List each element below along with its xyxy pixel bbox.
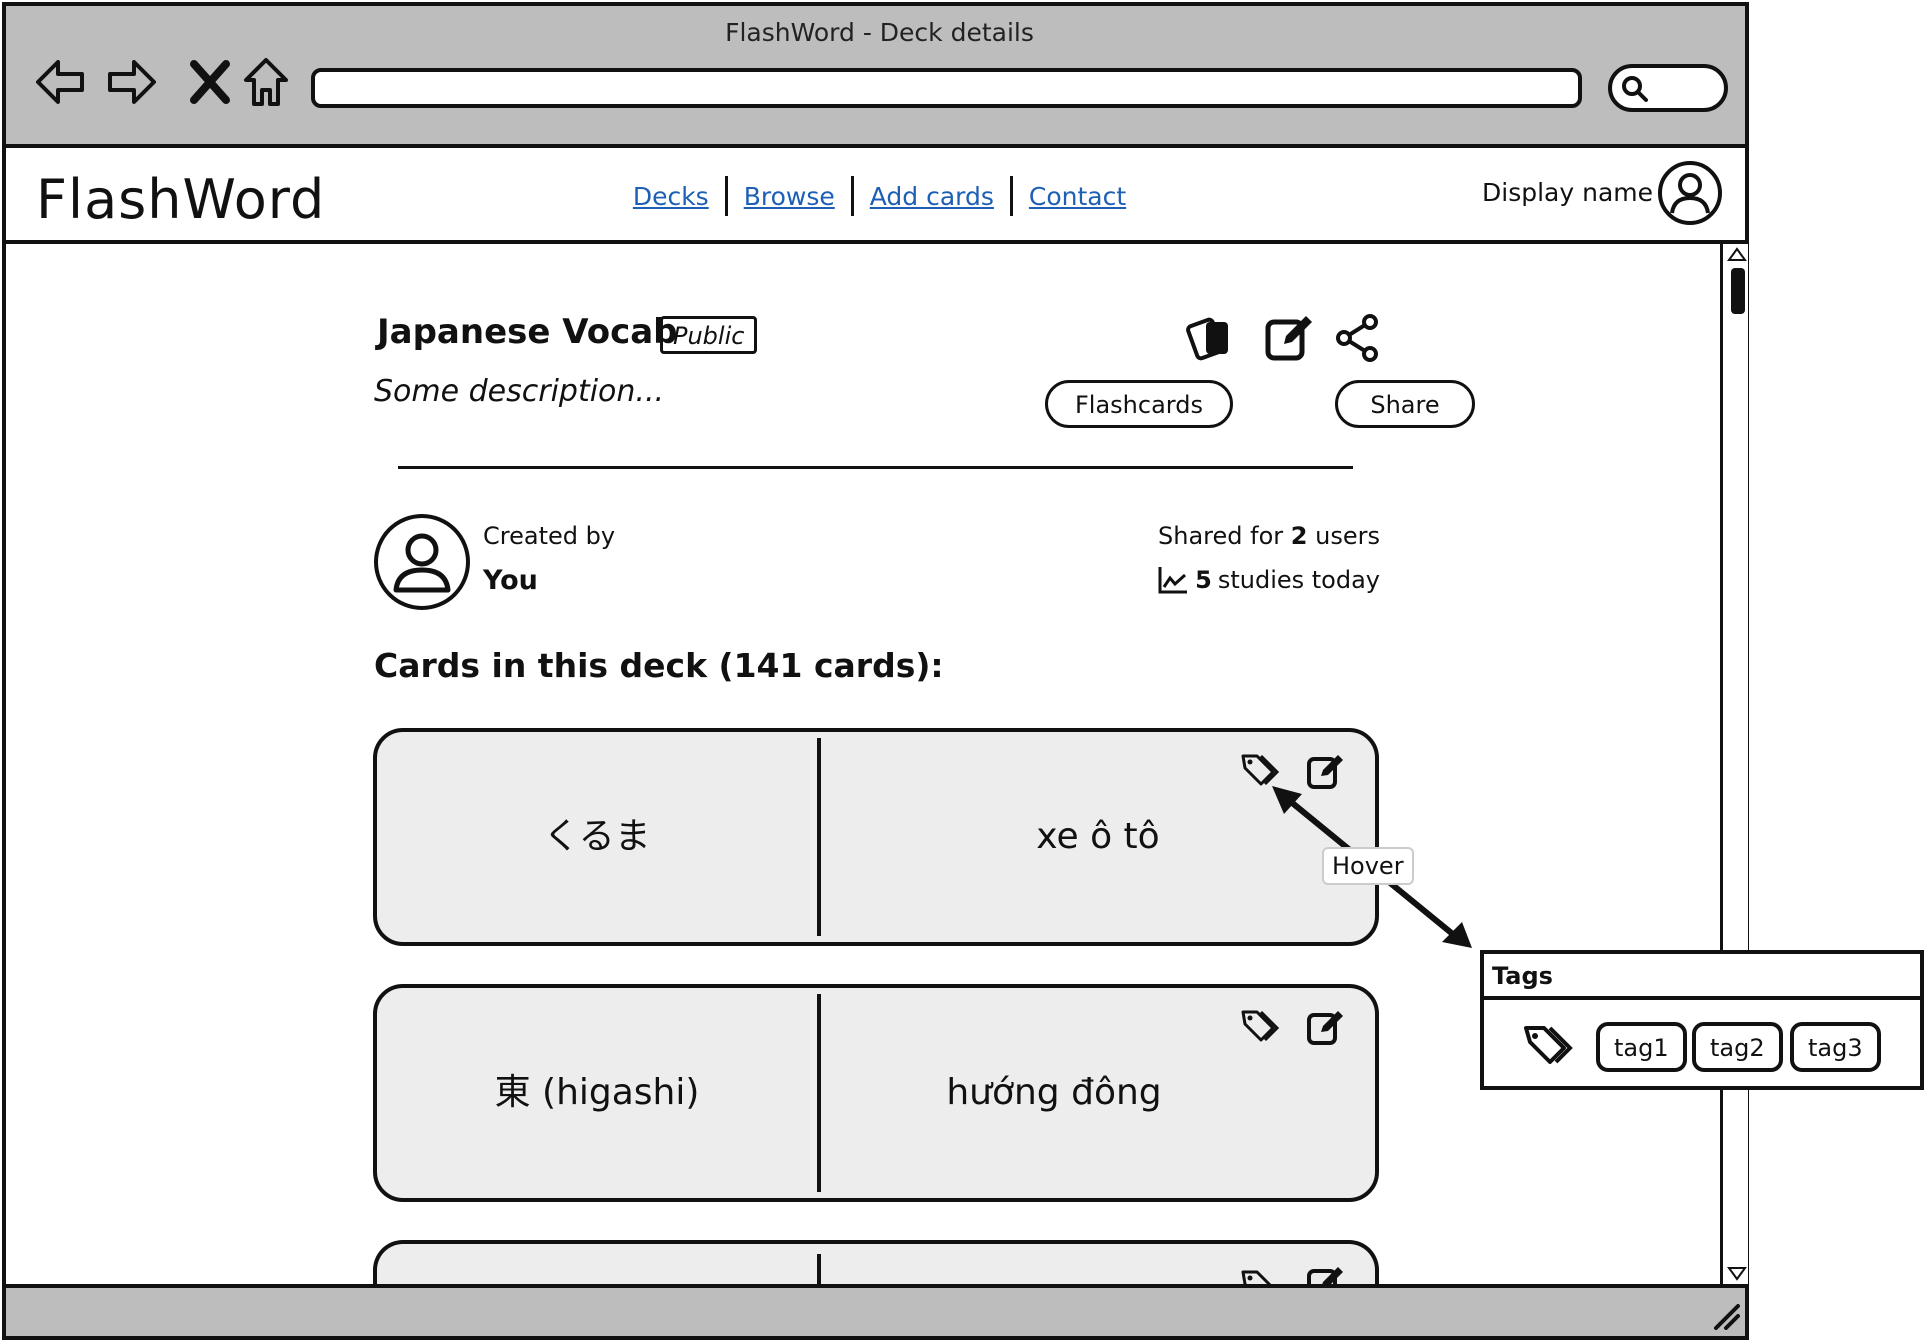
forward-arrow-icon[interactable] [104,54,160,110]
main-nav: Decks Browse Add cards Contact [6,176,1753,216]
browser-search-box[interactable] [1608,64,1728,112]
logo[interactable]: FlashWord [36,168,326,231]
user-icon[interactable] [1657,160,1723,226]
card-item[interactable] [373,1240,1379,1286]
share-icon[interactable] [1330,310,1386,366]
flashcards-tooltip: Flashcards [1045,380,1233,428]
app-header: FlashWord Decks Browse Add cards Contact… [2,144,1749,244]
nav-separator [850,176,854,216]
hover-annotation-label: Hover [1322,847,1414,885]
resize-grip-icon[interactable] [1712,1302,1742,1330]
tags-popup: Tags tag1 tag2 tag3 [1480,950,1924,1090]
edit-icon[interactable] [1305,750,1347,792]
created-by-name: You [483,565,538,596]
card-divider [817,738,821,936]
window-title: FlashWord - Deck details [725,18,1034,47]
card-divider [817,994,821,1192]
tag-icon[interactable] [1239,1006,1281,1048]
edit-icon[interactable] [1262,310,1318,366]
card-front: 東 (higashi) [494,1072,700,1113]
nav-separator [1009,176,1013,216]
edit-icon[interactable] [1305,1006,1347,1048]
search-icon [1622,76,1648,102]
shared-count: 2 [1290,522,1308,550]
tag-pill[interactable]: tag3 [1790,1022,1881,1072]
card-back: xe ô tô [1036,816,1160,857]
tag-icon[interactable] [1239,1266,1281,1286]
back-arrow-icon[interactable] [32,54,88,110]
scroll-thumb[interactable] [1731,268,1745,314]
shared-info: Shared for 2 users [1000,522,1380,550]
scroll-up-icon[interactable] [1727,246,1747,262]
nav-separator [724,176,728,216]
user-icon [374,514,470,610]
section-divider [398,466,1353,469]
scroll-down-icon[interactable] [1727,1266,1747,1282]
display-name[interactable]: Display name [1482,178,1653,207]
card-item[interactable]: 東 (higashi) hướng đông [373,984,1379,1202]
nav-link-browse[interactable]: Browse [743,181,835,211]
created-by-label: Created by [483,522,616,550]
vertical-scrollbar[interactable] [1720,244,1748,1286]
tag-pill[interactable]: tag2 [1692,1022,1783,1072]
deck-title: Japanese Vocab [377,312,678,352]
studies-count: 5 [1195,566,1212,594]
close-icon[interactable] [182,54,238,110]
studies-suffix: studies today [1217,566,1380,594]
visibility-badge: Public [660,316,758,354]
card-back: hướng đông [946,1072,1162,1113]
card-front: くるま [543,816,651,857]
nav-link-add-cards[interactable]: Add cards [869,181,994,211]
flashcards-icon[interactable] [1184,310,1240,366]
nav-link-decks[interactable]: Decks [632,181,709,211]
chart-icon [1158,567,1188,594]
status-bar [2,1284,1749,1340]
tag-pill[interactable]: tag1 [1596,1022,1687,1072]
card-front [377,1244,817,1286]
nav-link-contact[interactable]: Contact [1028,181,1127,211]
edit-icon[interactable] [1305,1262,1347,1286]
tag-icon [1524,1026,1573,1064]
tag-icon[interactable] [1239,750,1281,792]
card-back [821,1244,1375,1286]
cards-heading: Cards in this deck (141 cards): [374,646,944,685]
home-icon[interactable] [238,54,294,110]
shared-prefix: Shared for [1158,522,1284,550]
window-frame-left [2,244,6,1286]
shared-suffix: users [1315,522,1380,550]
deck-description: Some description... [374,374,665,409]
card-item[interactable]: くるま xe ô tô [373,728,1379,946]
browser-chrome: FlashWord - Deck details [2,2,1749,146]
studies-info: 5 studies today [1000,565,1380,595]
share-tooltip: Share [1335,380,1475,428]
url-bar[interactable] [311,68,1582,108]
card-divider [817,1254,821,1286]
tags-popup-title: Tags [1484,954,1920,1000]
